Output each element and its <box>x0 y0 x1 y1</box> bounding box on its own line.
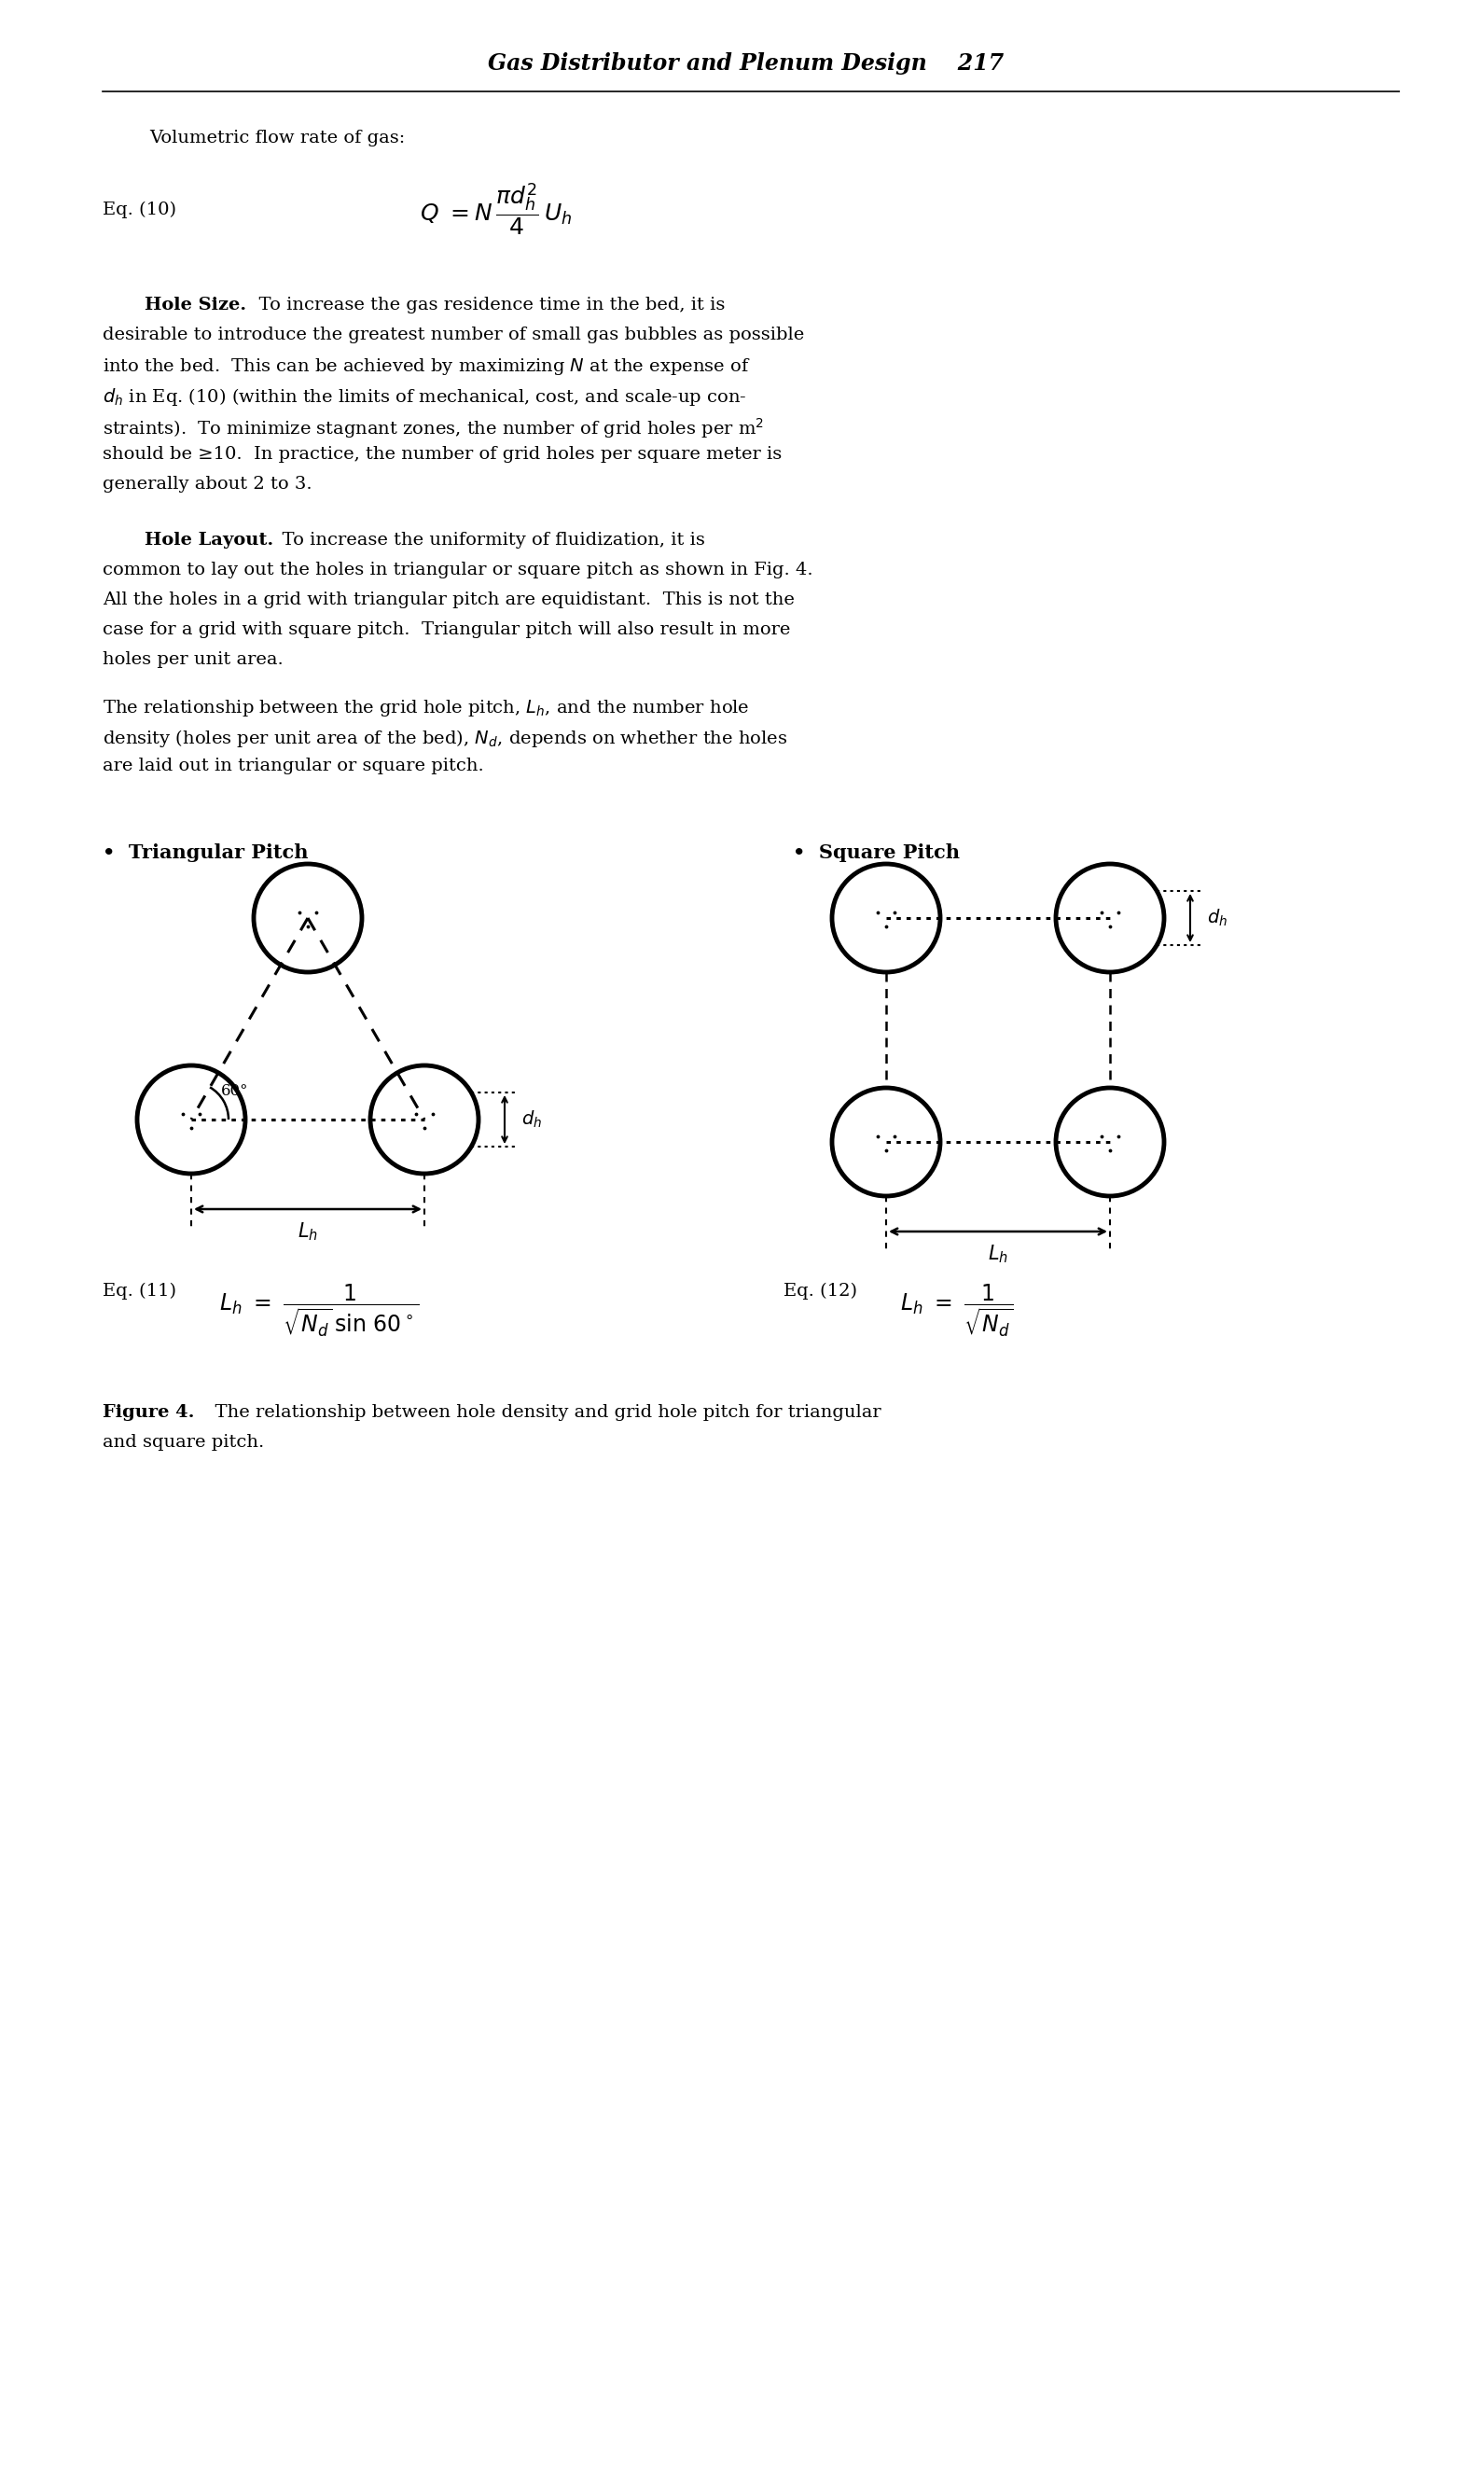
Text: straints).  To minimize stagnant zones, the number of grid holes per m$^2$: straints). To minimize stagnant zones, t… <box>102 416 764 441</box>
Text: The relationship between the grid hole pitch, $L_h$, and the number hole: The relationship between the grid hole p… <box>102 697 749 717</box>
Text: are laid out in triangular or square pitch.: are laid out in triangular or square pit… <box>102 757 484 775</box>
Text: generally about 2 to 3.: generally about 2 to 3. <box>102 476 312 493</box>
Text: case for a grid with square pitch.  Triangular pitch will also result in more: case for a grid with square pitch. Trian… <box>102 620 791 638</box>
Text: $L_h \ = \ \dfrac{1}{\sqrt{N_d}\,\sin\,60^\circ}$: $L_h \ = \ \dfrac{1}{\sqrt{N_d}\,\sin\,6… <box>220 1283 420 1340</box>
Text: $d_h$: $d_h$ <box>521 1108 542 1131</box>
Text: Eq. (10): Eq. (10) <box>102 202 177 219</box>
Text: To increase the uniformity of fluidization, it is: To increase the uniformity of fluidizati… <box>270 531 705 548</box>
Text: Figure 4.: Figure 4. <box>102 1405 194 1420</box>
Text: Volumetric flow rate of gas:: Volumetric flow rate of gas: <box>150 130 405 147</box>
Text: $d_h$ in Eq. (10) (within the limits of mechanical, cost, and scale-up con-: $d_h$ in Eq. (10) (within the limits of … <box>102 386 746 409</box>
Text: Eq. (11): Eq. (11) <box>102 1283 177 1300</box>
Text: •  Square Pitch: • Square Pitch <box>792 844 960 862</box>
Text: should be ≥10.  In practice, the number of grid holes per square meter is: should be ≥10. In practice, the number o… <box>102 446 782 463</box>
Text: Gas Distributor and Plenum Design    217: Gas Distributor and Plenum Design 217 <box>488 52 1005 75</box>
Text: All the holes in a grid with triangular pitch are equidistant.  This is not the: All the holes in a grid with triangular … <box>102 590 794 608</box>
Text: common to lay out the holes in triangular or square pitch as shown in Fig. 4.: common to lay out the holes in triangula… <box>102 560 813 578</box>
Text: The relationship between hole density and grid hole pitch for triangular: The relationship between hole density an… <box>203 1405 881 1420</box>
Text: desirable to introduce the greatest number of small gas bubbles as possible: desirable to introduce the greatest numb… <box>102 326 804 344</box>
Text: $L_h \ = \ \dfrac{1}{\sqrt{N_d}}$: $L_h \ = \ \dfrac{1}{\sqrt{N_d}}$ <box>901 1283 1014 1340</box>
Text: To increase the gas residence time in the bed, it is: To increase the gas residence time in th… <box>248 296 726 314</box>
Text: into the bed.  This can be achieved by maximizing $N$ at the expense of: into the bed. This can be achieved by ma… <box>102 356 751 376</box>
Text: $L_h$: $L_h$ <box>988 1243 1008 1265</box>
Text: density (holes per unit area of the bed), $N_d$, depends on whether the holes: density (holes per unit area of the bed)… <box>102 727 788 750</box>
Text: Hole Layout.: Hole Layout. <box>144 531 273 548</box>
Text: •  Triangular Pitch: • Triangular Pitch <box>102 844 309 862</box>
Text: $L_h$: $L_h$ <box>298 1221 318 1243</box>
Text: 60°: 60° <box>221 1084 249 1099</box>
Text: Eq. (12): Eq. (12) <box>784 1283 858 1300</box>
Text: and square pitch.: and square pitch. <box>102 1435 264 1450</box>
Text: $d_h$: $d_h$ <box>1206 907 1227 929</box>
Text: holes per unit area.: holes per unit area. <box>102 650 283 668</box>
Text: Hole Size.: Hole Size. <box>144 296 246 314</box>
Text: $Q \ = N\,\dfrac{\pi d_h^2}{4}\,U_h$: $Q \ = N\,\dfrac{\pi d_h^2}{4}\,U_h$ <box>420 182 571 239</box>
